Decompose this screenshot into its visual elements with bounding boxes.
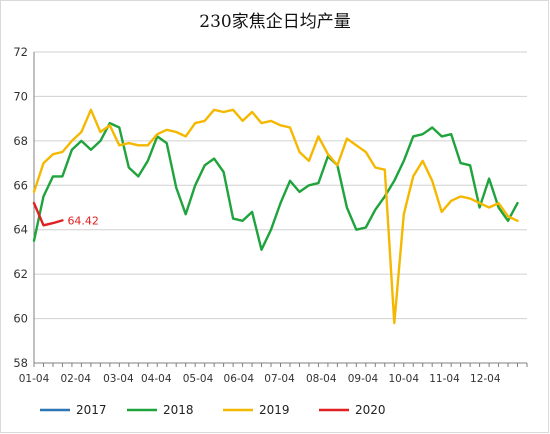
y-tick-label: 70 <box>13 89 28 103</box>
legend-label-2018: 2018 <box>163 403 194 417</box>
legend-label-2020: 2020 <box>355 403 386 417</box>
x-tick-label: 08-04 <box>306 373 337 385</box>
series-line-2020 <box>32 201 64 227</box>
y-tick-label: 62 <box>13 267 28 281</box>
x-tick-label: 03-04 <box>103 373 134 385</box>
data-labels: 64.42 <box>67 214 99 227</box>
legend-label-2019: 2019 <box>259 403 290 417</box>
axes <box>33 52 528 367</box>
y-tick-label: 66 <box>13 178 28 192</box>
legend: 2017 2018 2019 2020 <box>40 403 386 417</box>
x-tick-label: 09-04 <box>348 373 379 385</box>
data-label-2020: 64.42 <box>67 214 99 227</box>
y-tick-label: 72 <box>13 45 28 59</box>
y-tick-label: 58 <box>13 356 28 370</box>
x-tick-label: 12-04 <box>470 373 501 385</box>
x-tick-label: 02-04 <box>60 373 91 385</box>
x-tick-label: 11-04 <box>429 373 460 385</box>
x-tick-label: 06-04 <box>224 373 255 385</box>
y-gridlines <box>34 51 527 320</box>
x-tick-label: 04-04 <box>141 373 172 385</box>
x-tick-label: 10-04 <box>388 373 419 385</box>
y-tick-label: 68 <box>13 134 28 148</box>
x-tick-label: 01-04 <box>19 373 50 385</box>
y-axis-ticks: 58 60 62 64 66 68 70 72 <box>13 45 28 370</box>
y-tick-label: 64 <box>13 223 28 237</box>
x-tick-label: 07-04 <box>264 373 295 385</box>
x-axis-ticks: 01-04 02-04 03-04 04-04 05-04 06-04 07-04 08-04… <box>19 373 501 385</box>
series-lines <box>32 108 519 325</box>
series-line-2019 <box>32 108 519 325</box>
series-line-2018 <box>32 121 519 251</box>
legend-label-2017: 2017 <box>76 403 107 417</box>
chart-title: 230家焦企日均产量 <box>199 12 350 32</box>
x-tick-label: 05-04 <box>183 373 214 385</box>
y-tick-label: 60 <box>13 312 28 326</box>
